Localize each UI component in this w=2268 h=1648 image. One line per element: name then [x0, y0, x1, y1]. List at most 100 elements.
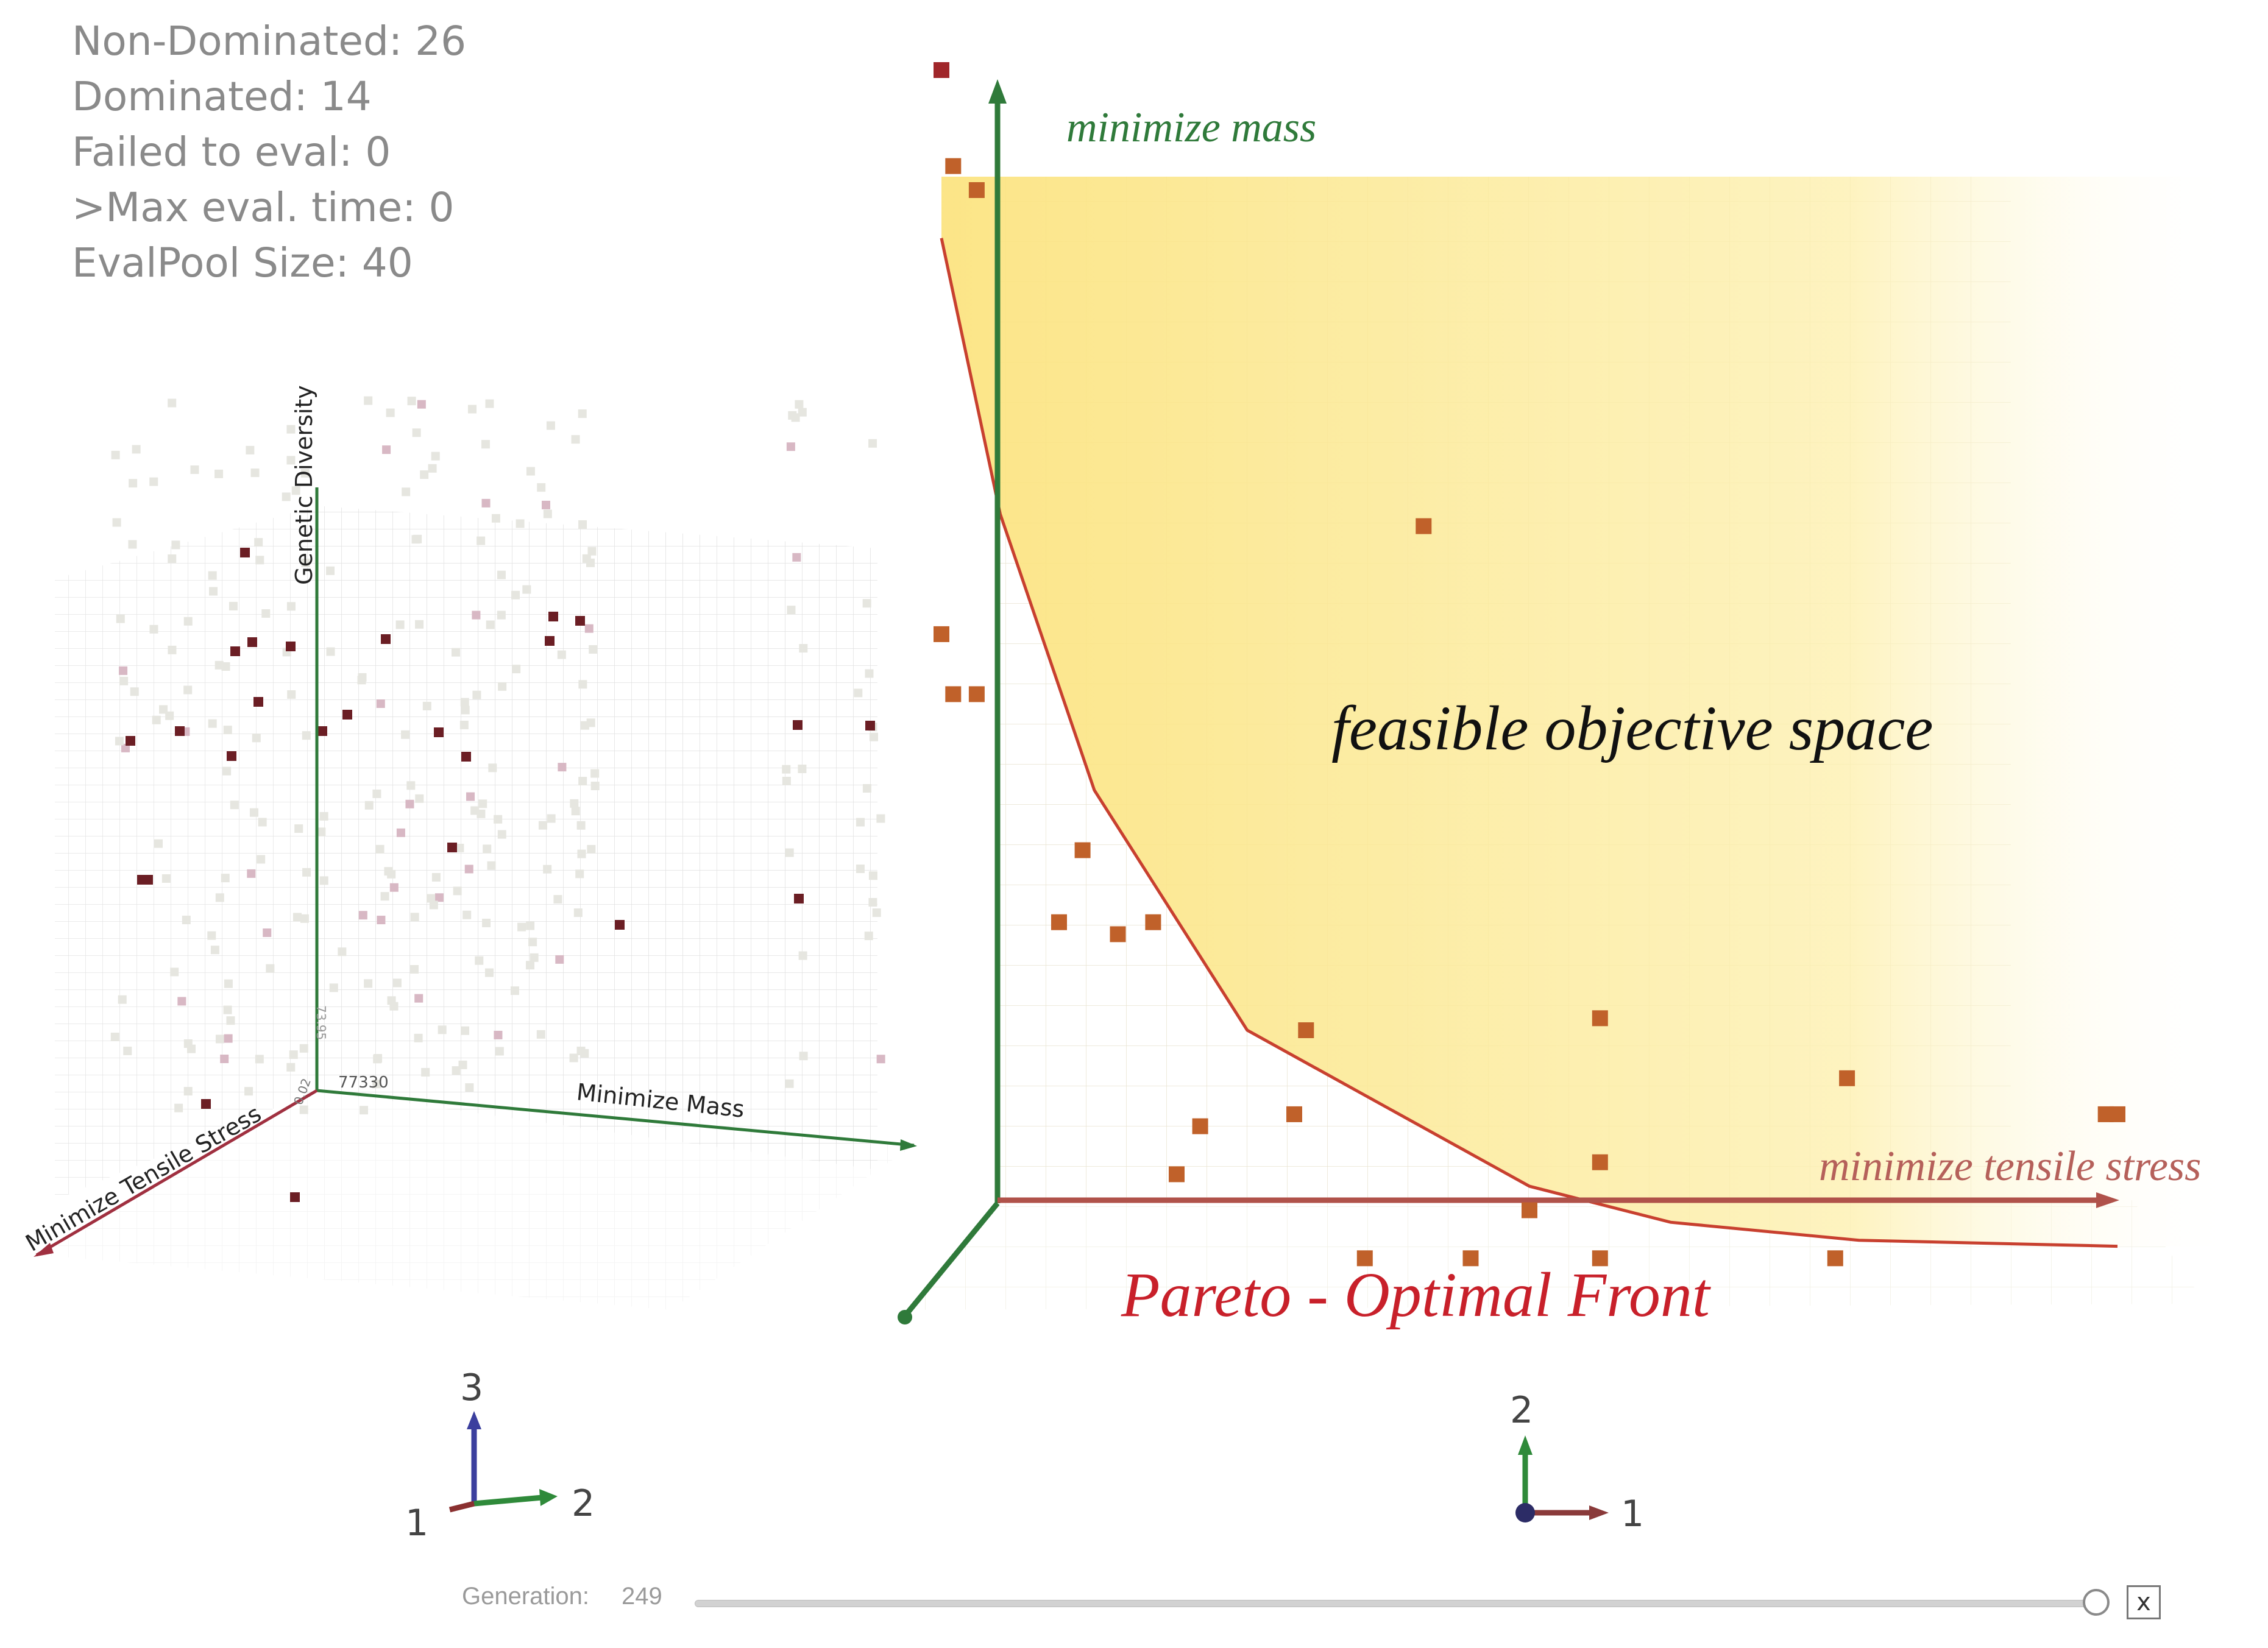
faint-point: [459, 720, 469, 729]
faint-point: [511, 590, 520, 599]
faint-point: [263, 928, 272, 937]
faint-point: [168, 554, 177, 564]
faint-point: [455, 843, 464, 852]
dominated-point: [240, 548, 250, 557]
faint-point: [453, 886, 462, 896]
dominated-point: [175, 726, 185, 736]
left-3d-plot[interactable]: Genetic Diversity Minimize Mass Minimize…: [21, 385, 918, 1310]
faint-point: [782, 777, 791, 786]
generation-slider-track[interactable]: [695, 1600, 2097, 1607]
faint-point: [798, 408, 807, 417]
faint-point: [799, 1052, 808, 1061]
pareto-point: [1592, 1010, 1608, 1027]
faint-point: [470, 806, 480, 815]
faint-point: [510, 986, 519, 996]
faint-point: [458, 1060, 467, 1069]
faint-point: [798, 951, 807, 960]
faint-point: [319, 812, 328, 821]
faint-point: [255, 556, 264, 565]
faint-point: [573, 908, 583, 918]
faint-point: [876, 814, 885, 823]
faint-point: [472, 690, 481, 699]
faint-point: [286, 425, 296, 434]
faint-point: [168, 645, 177, 654]
faint-point: [461, 1026, 470, 1035]
dominated-point: [545, 636, 555, 646]
faint-point: [486, 620, 495, 629]
faint-point: [149, 477, 158, 486]
faint-point: [872, 908, 881, 918]
faint-point: [249, 808, 258, 817]
pareto-point: [945, 686, 962, 702]
right-points: [934, 62, 2125, 1267]
faint-point: [536, 1030, 545, 1039]
faint-point: [483, 844, 492, 854]
faint-point: [230, 801, 239, 810]
faint-point: [224, 1034, 233, 1043]
faint-point: [862, 784, 871, 793]
faint-point: [208, 719, 217, 728]
pareto-point: [2110, 1106, 2125, 1122]
faint-point: [389, 883, 399, 892]
faint-point: [580, 721, 589, 730]
stats-panel: Non-Dominated: 26 Dominated: 14 Failed t…: [72, 13, 466, 291]
close-button[interactable]: x: [2127, 1585, 2161, 1619]
faint-point: [300, 914, 309, 923]
faint-point: [478, 799, 487, 808]
faint-point: [302, 868, 311, 877]
faint-point: [177, 997, 186, 1006]
pareto-point: [1298, 1022, 1314, 1038]
right-axis-depth-end: [898, 1310, 912, 1324]
faint-point: [214, 469, 224, 478]
feasible-region: [941, 177, 2242, 1247]
faint-point: [282, 492, 291, 501]
faint-point: [266, 964, 275, 973]
faint-point: [405, 799, 414, 808]
faint-point: [375, 844, 384, 854]
right-label-pareto-front: Pareto - Optimal Front: [1121, 1260, 1711, 1330]
left-dark-points: [126, 548, 875, 1202]
left-axis-tensile-arrow: [34, 1243, 54, 1257]
faint-point: [289, 1050, 298, 1059]
faint-point: [526, 467, 535, 476]
faint-point: [254, 538, 263, 547]
faint-point: [214, 660, 224, 670]
faint-point: [576, 821, 586, 830]
faint-point: [467, 405, 477, 414]
faint-point: [590, 782, 600, 791]
faint-point: [856, 865, 865, 874]
faint-point: [481, 498, 491, 507]
faint-point: [326, 647, 335, 656]
faint-point: [183, 617, 193, 626]
faint-point: [300, 469, 310, 478]
eval-pool-size: EvalPool Size: 40: [72, 239, 413, 286]
faint-point: [571, 435, 580, 444]
right-2d-plot[interactable]: minimize mass minimize tensile stress fe…: [898, 62, 2242, 1330]
left-back-wall-grid: [317, 506, 877, 1170]
triad-x-line: [473, 1494, 543, 1507]
right-axis-depth: [902, 1201, 1000, 1318]
faint-point: [152, 715, 161, 724]
pareto-point: [945, 158, 962, 174]
generation-slider-thumb[interactable]: [2083, 1589, 2110, 1616]
faint-point: [488, 763, 497, 773]
faint-point: [792, 553, 801, 562]
pareto-front-line: [940, 238, 2118, 1248]
dominated-point: [286, 642, 296, 651]
faint-point: [286, 1063, 296, 1072]
faint-point: [377, 916, 386, 925]
pareto-point: [1169, 1166, 1185, 1183]
faint-point: [215, 893, 224, 902]
pareto-point: [1462, 1250, 1479, 1267]
faint-point: [414, 994, 423, 1003]
faint-point: [526, 961, 535, 970]
faint-point: [220, 1055, 229, 1064]
left-label-genetic-diversity: Genetic Diversity: [291, 385, 317, 585]
dominated-point: [548, 612, 558, 621]
faint-point: [553, 895, 562, 904]
faint-point: [868, 871, 877, 880]
faint-point: [494, 815, 503, 824]
faint-point: [420, 470, 429, 479]
faint-point: [161, 874, 171, 883]
